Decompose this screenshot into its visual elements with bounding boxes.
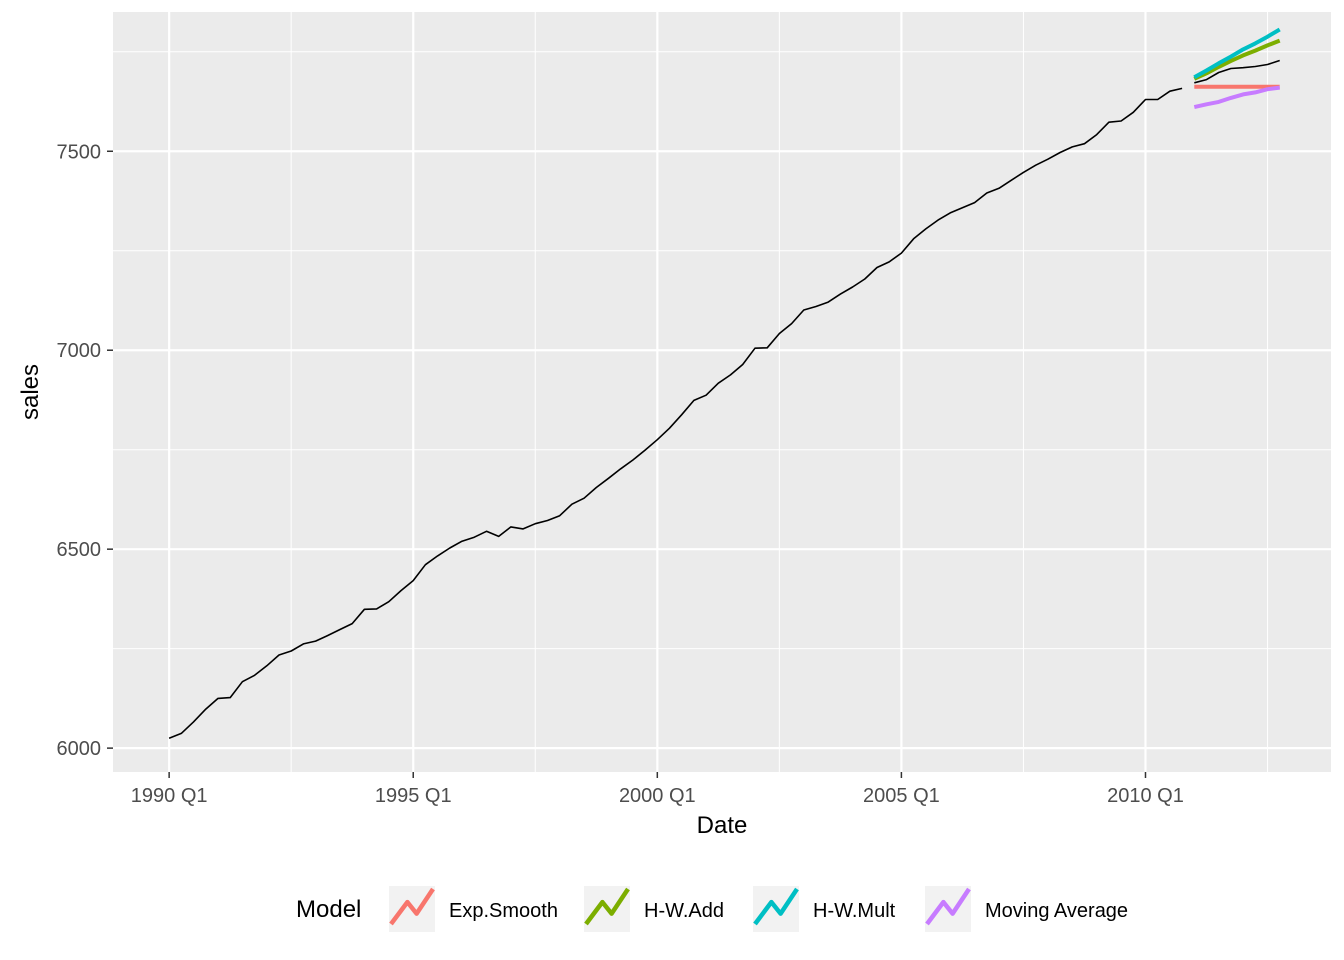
- x-tick-label: 2005 Q1: [863, 785, 940, 807]
- legend-swatch-moving-average: [925, 887, 971, 926]
- y-tick-label: 7000: [57, 340, 102, 362]
- plot-lines: [168, 27, 1281, 739]
- legend: Model Exp.Smooth H-W.Add H-W.Mult Moving Av…: [296, 886, 1128, 932]
- x-tick-label: 2010 Q1: [1107, 785, 1184, 807]
- series-line-actual: [168, 87, 1183, 739]
- y-tick-label: 6500: [57, 539, 102, 561]
- legend-swatch-exp-smooth: [389, 887, 435, 926]
- grid-minor: [113, 12, 1331, 772]
- legend-label-h-w-mult: H-W.Mult: [813, 900, 896, 922]
- panel-background: [113, 12, 1331, 772]
- x-axis: 1990 Q1 1995 Q1 2000 Q1 2005 Q1 2010 Q1: [131, 772, 1184, 807]
- y-axis: 6000 6500 7000 7500: [57, 141, 113, 760]
- legend-swatch-h-w-mult: [753, 887, 799, 926]
- series-line-h-w-add: [1193, 38, 1281, 81]
- x-axis-title: Date: [697, 812, 748, 839]
- y-axis-title: sales: [17, 364, 44, 420]
- grid-major: [113, 12, 1331, 772]
- x-tick-label: 2000 Q1: [619, 785, 696, 807]
- legend-title: Model: [296, 896, 361, 923]
- legend-label-exp-smooth: Exp.Smooth: [449, 900, 558, 922]
- legend-swatch-h-w-add: [584, 887, 630, 926]
- x-tick-label: 1995 Q1: [375, 785, 452, 807]
- x-tick-label: 1990 Q1: [131, 785, 208, 807]
- series-line-h-w-mult: [1193, 27, 1281, 80]
- series-line-actual: [1194, 59, 1280, 84]
- y-tick-label: 6000: [57, 738, 102, 760]
- legend-label-h-w-add: H-W.Add: [644, 900, 724, 922]
- series-line-moving-average: [1193, 85, 1280, 110]
- y-tick-label: 7500: [57, 141, 102, 163]
- legend-label-moving-average: Moving Average: [985, 900, 1128, 922]
